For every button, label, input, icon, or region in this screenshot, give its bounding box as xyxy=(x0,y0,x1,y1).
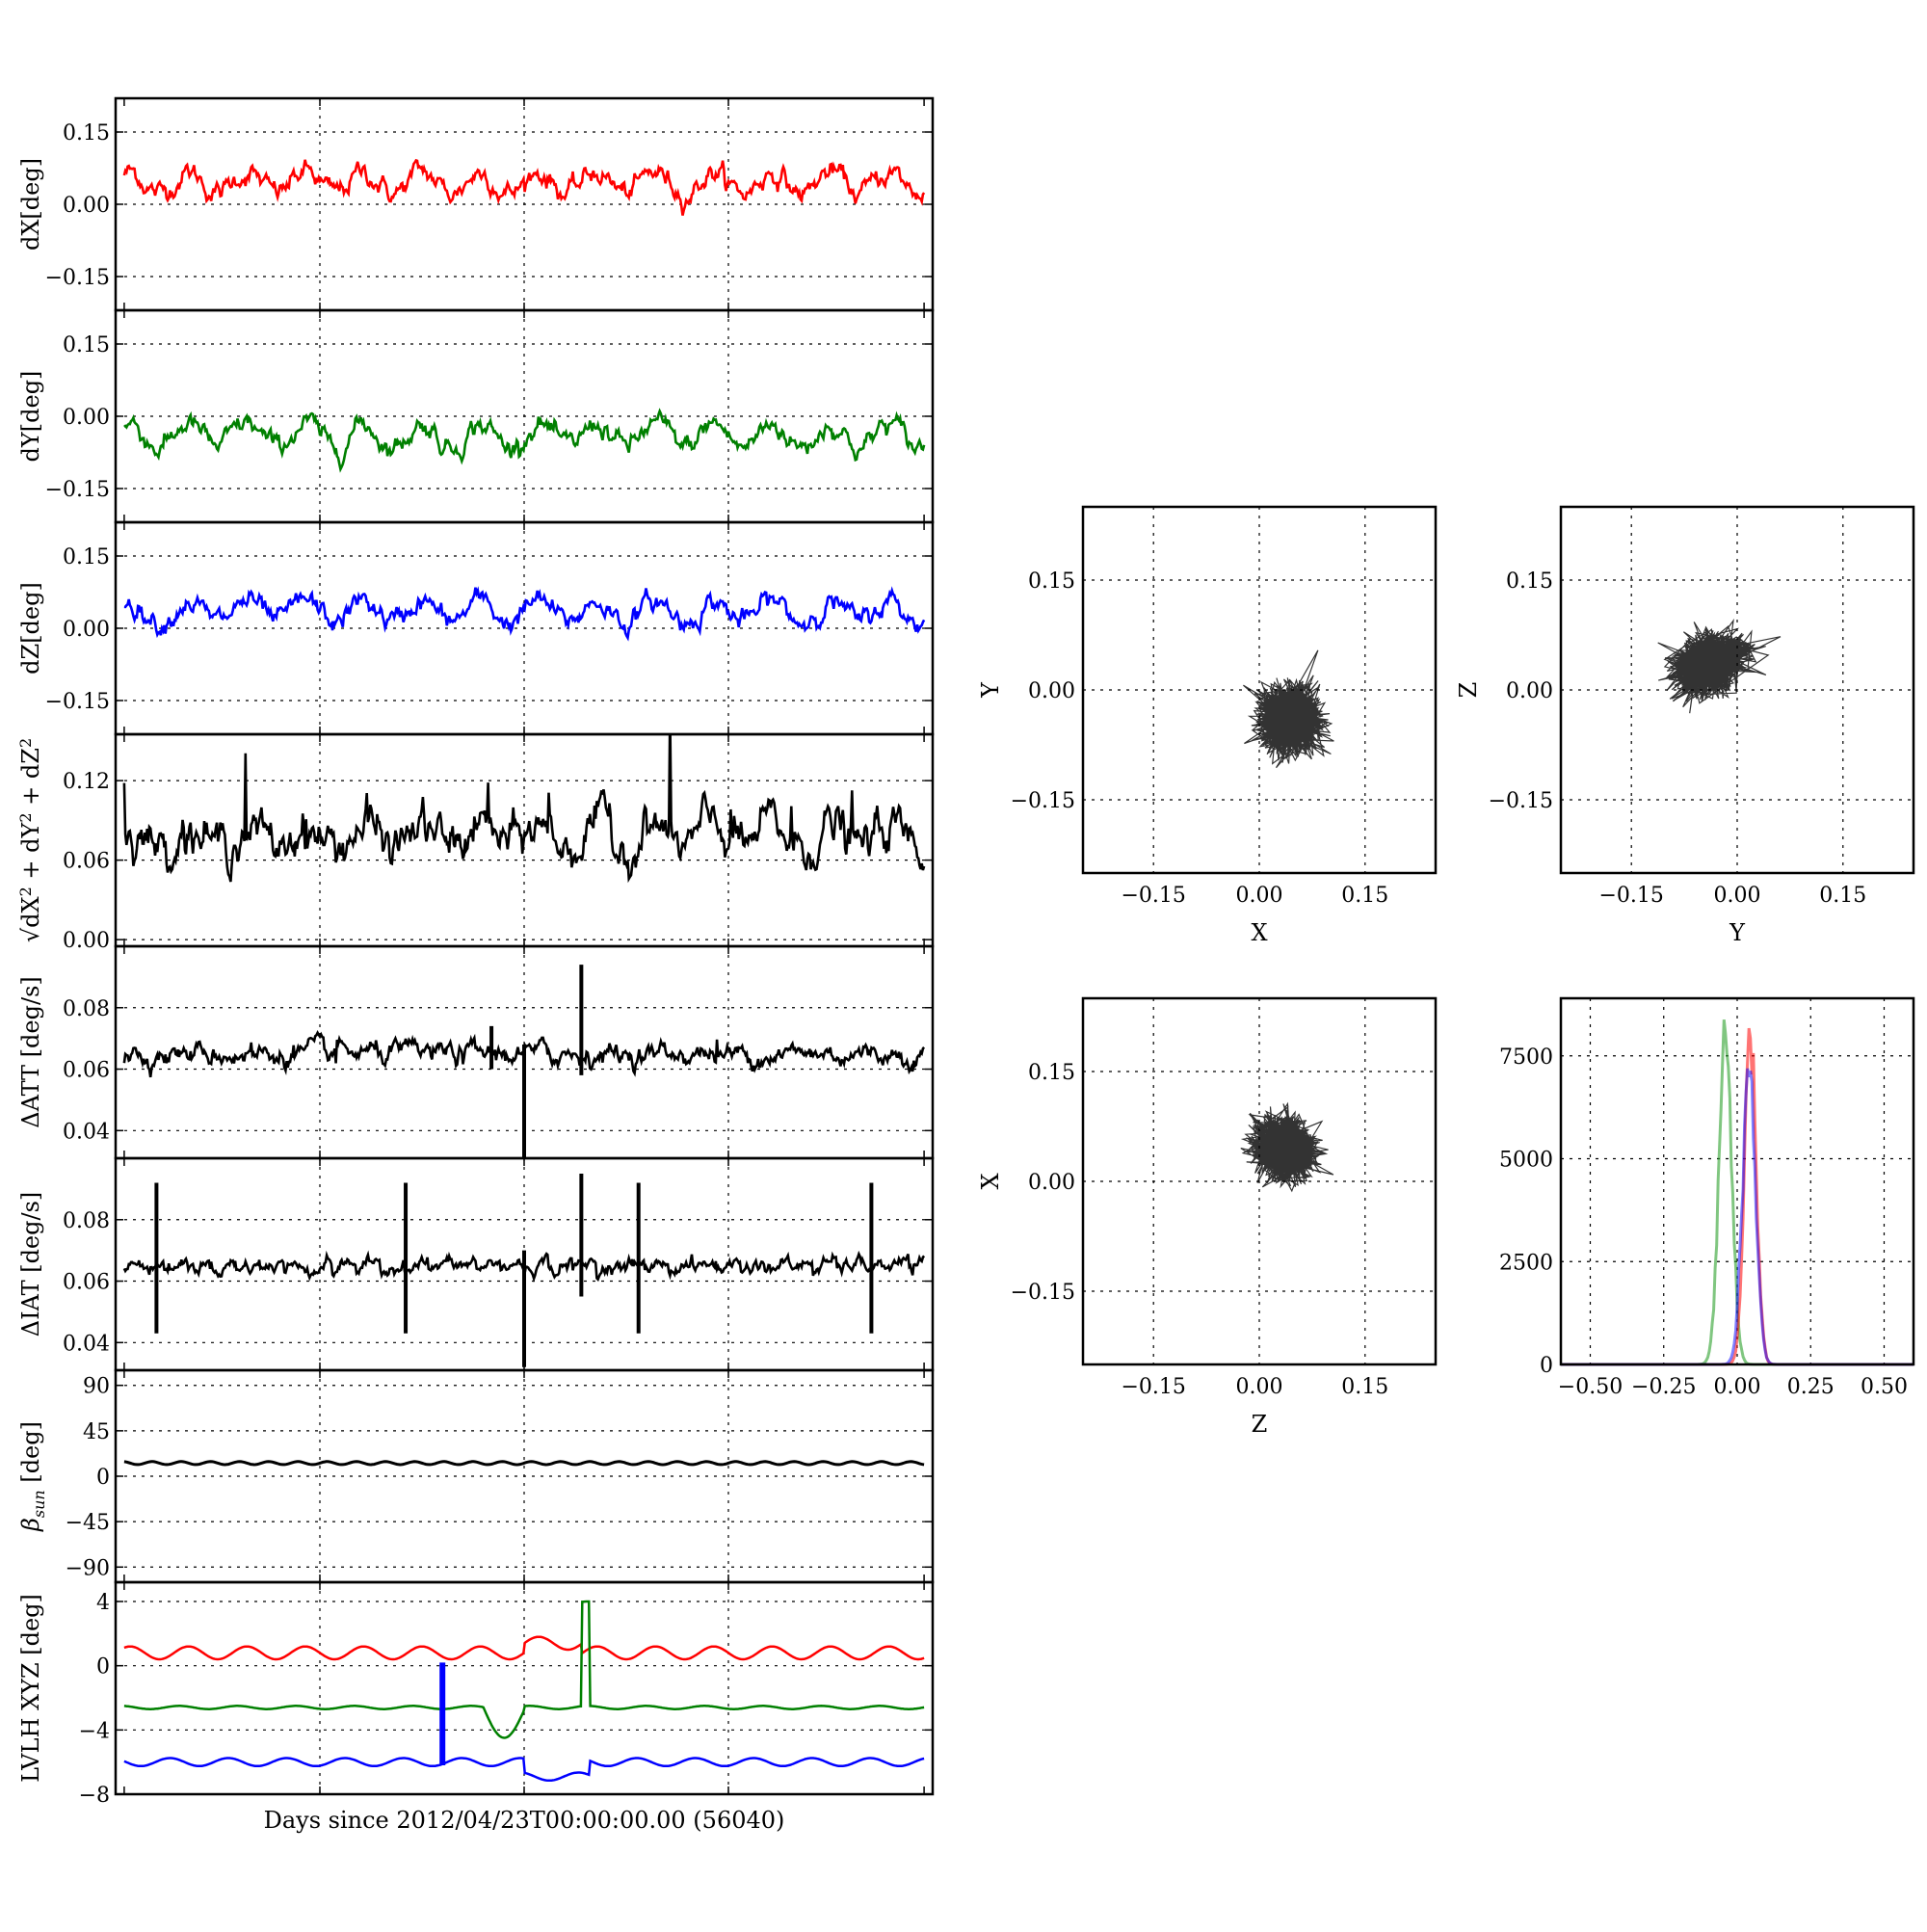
y-tick-label: 0.06 xyxy=(63,1059,110,1083)
scatter-cloud-XY xyxy=(1243,649,1334,769)
series-line-lvlh-1 xyxy=(123,1600,925,1739)
x-axis-label-YZ: Y xyxy=(1729,919,1746,946)
axes-frame-lvlh xyxy=(114,1580,935,1796)
x-tick-label: 0.00 xyxy=(1714,884,1761,908)
y-tick-label: 0.06 xyxy=(63,1271,110,1295)
panel-XY: −0.15 −0.15 0.00 0.00 0.15 0.15 X Y xyxy=(977,505,1438,946)
y-tick-label: 0.15 xyxy=(63,333,110,357)
x-tick-label: −0.50 xyxy=(1558,1375,1623,1399)
y-tick-label: 0.04 xyxy=(63,1332,110,1356)
panel-YZ: −0.15 −0.15 0.00 0.00 0.15 0.15 Y Z xyxy=(1455,505,1915,946)
y-tick-label: 0.15 xyxy=(1506,569,1553,594)
panel-dX: −0.15 0.00 0.15 dX[deg] xyxy=(17,96,935,312)
y-axis-label-lvlh: LVLH XYZ [deg] xyxy=(17,1594,44,1783)
y-tick-label: −0.15 xyxy=(45,266,110,290)
panel-lvlh: −8 −4 0 4 LVLH XYZ [deg] xyxy=(17,1580,935,1808)
series-line-beta xyxy=(123,1460,925,1467)
x-tick-label: 0.25 xyxy=(1787,1375,1835,1399)
y-axis-label-YZ: Z xyxy=(1455,682,1482,699)
series-line-dY xyxy=(123,408,926,473)
x-tick-label: −0.25 xyxy=(1631,1375,1696,1399)
series-line-dR xyxy=(122,734,926,884)
y-tick-label: 0.04 xyxy=(63,1120,110,1144)
y-tick-label: −0.15 xyxy=(45,478,110,502)
scatter-cloud-YZ xyxy=(1657,618,1782,714)
scatter-cloud-ZX xyxy=(1240,1101,1334,1193)
y-tick-label: 0.00 xyxy=(1028,679,1075,703)
panel-dR: 0.00 0.06 0.12 √dX2 + dY2 + dZ2 xyxy=(16,732,935,953)
axes-frame-XY xyxy=(1081,505,1438,875)
series-line-dX xyxy=(122,158,926,216)
y-tick-label: 0.00 xyxy=(63,618,110,642)
y-axis-label-XY: Y xyxy=(977,681,1004,699)
panel-dY: −0.15 0.00 0.15 dY[deg] xyxy=(17,308,935,524)
x-axis-label-ZX: Z xyxy=(1252,1411,1268,1438)
y-tick-label: 0.08 xyxy=(63,997,110,1021)
y-tick-label: 0 xyxy=(1540,1354,1553,1378)
y-tick-label: −45 xyxy=(66,1511,110,1535)
y-tick-label: 90 xyxy=(83,1375,110,1399)
panel-dATT: 0.04 0.06 0.08 ΔATT [deg/s] xyxy=(17,944,935,1160)
x-tick-label: 0.50 xyxy=(1861,1375,1908,1399)
panel-hist: −0.50 −0.25 0.00 0.25 0.50 0 2500 5000 7500 xyxy=(1499,996,1915,1399)
y-axis-label-dX: dX[deg] xyxy=(17,158,44,251)
y-tick-label: 0.12 xyxy=(63,770,110,794)
y-tick-label: 2500 xyxy=(1499,1251,1553,1275)
x-tick-label: −0.15 xyxy=(1121,1375,1185,1399)
panel-beta: −90 −45 0 45 90 βsun [deg] xyxy=(17,1368,935,1584)
x-tick-label: 0.00 xyxy=(1236,884,1283,908)
x-tick-label: −0.15 xyxy=(1121,884,1185,908)
y-tick-label: 0.06 xyxy=(63,850,110,874)
y-tick-label: 4 xyxy=(96,1591,110,1615)
y-tick-label: −0.15 xyxy=(1011,789,1075,813)
y-tick-label: 0.00 xyxy=(1028,1171,1075,1195)
series-line-dZ xyxy=(123,586,926,642)
y-tick-label: 0.15 xyxy=(1028,1061,1075,1085)
y-tick-label: 0.15 xyxy=(1028,569,1075,594)
y-tick-label: 45 xyxy=(83,1420,110,1444)
axes-frame-hist xyxy=(1559,996,1915,1366)
y-axis-label-dY: dY[deg] xyxy=(17,371,44,463)
x-axis-label-XY: X xyxy=(1251,919,1267,946)
y-tick-label: 0.00 xyxy=(63,929,110,953)
y-axis-label-beta: βsun [deg] xyxy=(17,1421,48,1532)
y-axis-label-dR: √dX2 + dY2 + dZ2 xyxy=(16,738,44,942)
panel-ZX: −0.15 −0.15 0.00 0.00 0.15 0.15 Z X xyxy=(977,996,1438,1438)
axes-frame-ZX xyxy=(1081,996,1438,1366)
x-tick-label: 0.15 xyxy=(1341,884,1388,908)
y-tick-label: −4 xyxy=(79,1719,110,1743)
y-axis-label-ZX: X xyxy=(977,1173,1004,1189)
y-axis-label-dATT: ΔATT [deg/s] xyxy=(17,976,44,1128)
series-line-lvlh-0 xyxy=(123,1635,925,1661)
y-tick-label: −0.15 xyxy=(1489,789,1553,813)
x-tick-label: −0.15 xyxy=(1598,884,1663,908)
x-tick-label: 0.00 xyxy=(1236,1375,1283,1399)
y-tick-label: −8 xyxy=(79,1784,110,1808)
series-line-lvlh-2 xyxy=(123,1757,925,1783)
axes-frame-YZ xyxy=(1559,505,1915,875)
y-tick-label: 0.00 xyxy=(63,406,110,430)
x-tick-label: 0.15 xyxy=(1341,1375,1388,1399)
y-tick-label: 0.15 xyxy=(63,545,110,569)
x-tick-label: 0.15 xyxy=(1819,884,1866,908)
y-tick-label: 5000 xyxy=(1499,1149,1553,1173)
y-tick-label: 0.15 xyxy=(63,121,110,146)
y-tick-label: 0 xyxy=(96,1655,110,1680)
x-tick-label: 0.00 xyxy=(1714,1375,1761,1399)
y-tick-label: −90 xyxy=(66,1556,110,1580)
panel-dIAT: 0.04 0.06 0.08 ΔIAT [deg/s] xyxy=(17,1156,935,1372)
y-tick-label: 7500 xyxy=(1499,1045,1553,1070)
y-tick-label: 0 xyxy=(96,1466,110,1490)
y-tick-label: 0.08 xyxy=(63,1209,110,1233)
y-tick-label: −0.15 xyxy=(1011,1281,1075,1305)
panel-dZ: −0.15 0.00 0.15 dZ[deg] xyxy=(17,520,935,736)
y-axis-label-dIAT: ΔIAT [deg/s] xyxy=(17,1192,44,1337)
y-tick-label: −0.15 xyxy=(45,690,110,714)
y-axis-label-dZ: dZ[deg] xyxy=(17,582,44,675)
y-tick-label: 0.00 xyxy=(63,194,110,218)
y-tick-label: 0.00 xyxy=(1506,679,1553,703)
shared-x-axis-label: Days since 2012/04/23T00:00:00.00 (56040… xyxy=(264,1807,785,1834)
